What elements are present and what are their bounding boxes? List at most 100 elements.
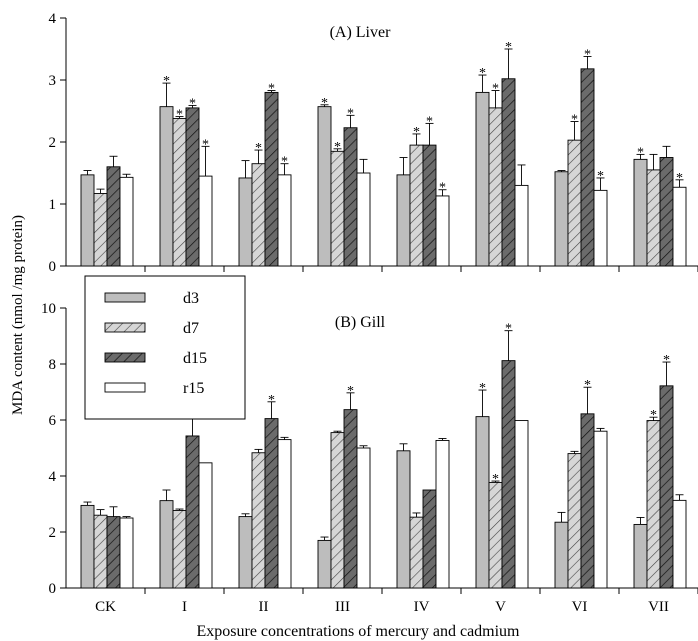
liver-significance-mark: *: [505, 40, 512, 55]
legend-label-d15: d15: [183, 350, 207, 367]
liver-bar-d7: [330, 150, 345, 267]
gill-bar-r15: [277, 439, 292, 589]
legend-label-r15: r15: [183, 380, 204, 397]
liver-y-tick-label: 2: [49, 135, 57, 151]
x-tick-label: I: [182, 599, 187, 615]
liver-bar-r15: [672, 186, 687, 267]
gill-bar-d7: [330, 432, 345, 589]
liver-significance-mark: *: [202, 137, 209, 152]
liver-bar-d3: [633, 158, 648, 267]
liver-bar-r15: [514, 184, 529, 267]
gill-significance-mark: *: [584, 378, 591, 393]
gill-bar-r15: [356, 447, 371, 589]
liver-significance-mark: *: [492, 82, 499, 97]
gill-bar-d7: [488, 481, 503, 589]
liver-significance-mark: *: [255, 141, 262, 156]
gill-bar-r15: [119, 517, 134, 589]
gill-bar-d7: [93, 514, 108, 589]
gill-y-tick-label: 4: [49, 469, 57, 485]
legend-label-d7: d7: [183, 320, 199, 337]
liver-bar-d15: [343, 127, 358, 267]
gill-bar-d15: [501, 360, 516, 589]
gill-significance-mark: *: [650, 408, 657, 423]
liver-bar-d15: [106, 166, 121, 267]
liver-bar-d3: [554, 171, 569, 267]
liver-bar-r15: [119, 176, 134, 267]
x-tick-label: CK: [95, 599, 116, 615]
gill-y-tick-label: 10: [41, 301, 56, 317]
gill-bar-r15: [198, 462, 213, 589]
liver-bar-r15: [356, 172, 371, 267]
gill-y-tick-label: 0: [49, 581, 57, 597]
gill-bar-d7: [409, 516, 424, 589]
x-tick-label: IV: [414, 599, 430, 615]
liver-significance-mark: *: [479, 66, 486, 81]
liver-bar-d7: [409, 144, 424, 267]
gill-significance-mark: *: [492, 472, 499, 487]
liver-bar-d7: [251, 163, 266, 267]
liver-bar-d3: [159, 106, 174, 267]
liver-title: (A) Liver: [330, 24, 392, 41]
liver-significance-mark: *: [571, 113, 578, 128]
gill-bar-d3: [317, 539, 332, 589]
legend-swatch-d3: [104, 292, 146, 303]
legend-swatch-d7: [104, 322, 146, 333]
liver-bar-d3: [317, 106, 332, 267]
liver-bar-r15: [198, 175, 213, 267]
gill-bar-d3: [554, 521, 569, 589]
liver-bar-d7: [172, 117, 187, 267]
x-tick-label: III: [335, 599, 350, 615]
x-tick-label: VII: [648, 599, 669, 615]
x-axis-label: Exposure concentrations of mercury and c…: [197, 623, 521, 640]
x-tick-label: II: [259, 599, 269, 615]
gill-bar-r15: [435, 439, 450, 589]
gill-bar-r15: [514, 420, 529, 589]
gill-y-tick-label: 2: [49, 525, 57, 541]
liver-bar-d15: [580, 68, 595, 267]
gill-bar-d15: [343, 409, 358, 589]
liver-bar-d7: [646, 169, 661, 267]
gill-bar-d3: [159, 500, 174, 589]
gill-y-tick-label: 6: [49, 413, 57, 429]
liver-bar-d15: [185, 107, 200, 267]
legend: d3 d7 d15 r15: [84, 275, 246, 420]
gill-significance-mark: *: [268, 393, 275, 408]
gill-bar-d15: [659, 385, 674, 589]
gill-bar-d7: [646, 420, 661, 589]
liver-y-tick-label: 0: [49, 259, 57, 275]
liver-bar-d3: [238, 177, 253, 267]
y-axis-label: MDA content (nmol /mg protein): [10, 215, 26, 415]
gill-bar-d3: [396, 450, 411, 589]
liver-y-tick-label: 1: [49, 197, 57, 213]
gill-bar-d7: [172, 509, 187, 589]
liver-panel: 0 1 2 3 4 (A) Liver * * * * * * * * * * * * * * * * * * * * *: [49, 11, 698, 275]
liver-significance-mark: *: [597, 169, 604, 184]
liver-significance-mark: *: [584, 47, 591, 62]
liver-significance-mark: *: [321, 96, 328, 111]
liver-bar-r15: [435, 195, 450, 267]
gill-bar-r15: [672, 499, 687, 589]
gill-y-tick-label: 8: [49, 357, 57, 373]
liver-significance-mark: *: [413, 125, 420, 140]
liver-y-tick-label: 3: [49, 73, 57, 89]
liver-bar-r15: [593, 189, 608, 267]
liver-significance-mark: *: [189, 96, 196, 111]
gill-bar-d3: [475, 416, 490, 589]
gill-bar-d7: [251, 452, 266, 589]
liver-bar-d7: [93, 193, 108, 267]
liver-significance-mark: *: [439, 181, 446, 196]
liver-significance-mark: *: [281, 155, 288, 170]
liver-bar-d15: [264, 91, 279, 267]
gill-significance-mark: *: [663, 353, 670, 368]
liver-significance-mark: *: [163, 74, 170, 89]
liver-bar-d15: [422, 144, 437, 267]
liver-significance-mark: *: [637, 145, 644, 160]
gill-significance-mark: *: [505, 322, 512, 337]
liver-bar-d3: [80, 174, 95, 267]
liver-significance-mark: *: [676, 171, 683, 186]
gill-bar-d3: [238, 516, 253, 589]
legend-swatch-r15: [104, 382, 146, 393]
liver-y-tick-label: 4: [49, 11, 57, 27]
